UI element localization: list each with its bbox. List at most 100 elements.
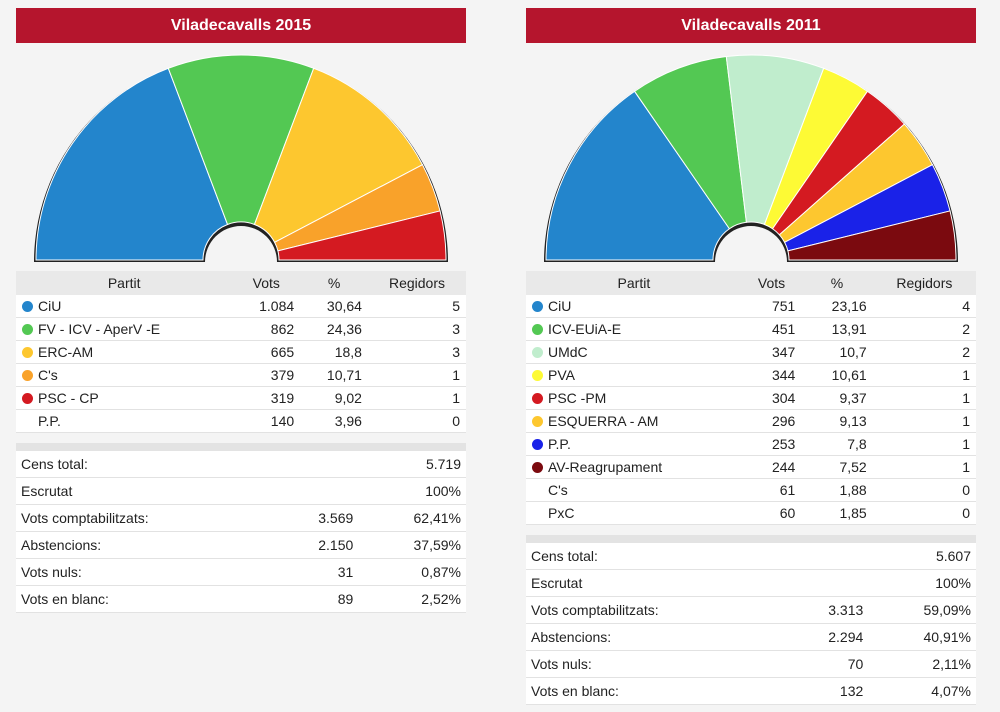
summary-percent: 2,52% [358, 585, 466, 613]
seat-segment [35, 67, 229, 261]
votes-cell: 347 [741, 340, 802, 364]
percent-cell: 7,8 [801, 432, 873, 456]
legend-color-dot [532, 370, 543, 381]
votes-cell: 253 [741, 432, 802, 456]
party-row: C's 61 1,88 0 [526, 478, 976, 502]
party-name: PVA [548, 367, 575, 383]
legend-color-dot [532, 347, 543, 358]
party-row: AV-Reagrupament 244 7,52 1 [526, 455, 976, 479]
legend-color-dot [532, 485, 543, 496]
party-row: FV - ICV - AperV -E 862 24,36 3 [16, 317, 466, 341]
section-divider [526, 535, 976, 543]
summary-label: Cens total: [16, 451, 274, 478]
summary-value: 3.569 [273, 504, 359, 532]
summary-row: Vots en blanc: 132 4,07% [526, 677, 976, 705]
votes-cell: 304 [741, 386, 802, 410]
party-cell: PxC [526, 501, 742, 525]
table-header-row: Partit Vots % Regidors [16, 271, 466, 295]
party-row: PSC -PM 304 9,37 1 [526, 386, 976, 410]
seat-segment [167, 54, 315, 226]
party-name: C's [38, 367, 58, 383]
seats-cell: 4 [872, 295, 976, 318]
turnout-summary-table: Cens total: 5.719 Escrutat 100% Vots comptab… [16, 451, 466, 613]
party-cell: AV-Reagrupament [526, 455, 742, 479]
party-row: PSC - CP 319 9,02 1 [16, 386, 466, 410]
votes-cell: 60 [741, 501, 802, 525]
seats-cell: 2 [872, 340, 976, 364]
votes-cell: 665 [232, 340, 301, 364]
summary-label: Vots en blanc: [16, 585, 274, 613]
party-name: PxC [548, 505, 575, 521]
party-results-table: Partit Vots % Regidors CiU 1.084 30,64 5 FV … [16, 271, 466, 433]
seat-segment [787, 210, 957, 261]
summary-label: Cens total: [526, 543, 784, 570]
party-name: PSC -PM [548, 390, 607, 406]
column-header-percent: % [801, 271, 873, 295]
summary-row: Vots comptabilitzats: 3.313 59,09% [526, 596, 976, 624]
chart-title: Viladecavalls 2011 [526, 8, 976, 43]
seats-cell: 2 [872, 317, 976, 341]
percent-cell: 18,8 [300, 340, 368, 364]
seat-segment [253, 67, 424, 244]
party-name: C's [548, 482, 568, 498]
summary-label: Escrutat [526, 569, 784, 597]
summary-value: 3.313 [783, 596, 869, 624]
party-cell: CiU [526, 295, 742, 318]
column-header-votes: Vots [232, 271, 301, 295]
percent-cell: 10,61 [801, 363, 873, 387]
summary-value [273, 477, 359, 505]
party-results-table: Partit Vots % Regidors CiU 751 23,16 4 ICV-E… [526, 271, 976, 525]
summary-label: Vots nuls: [16, 558, 274, 586]
summary-row: Escrutat 100% [16, 477, 466, 505]
party-cell: FV - ICV - AperV -E [16, 317, 233, 341]
summary-percent: 37,59% [358, 531, 466, 559]
party-row: CiU 1.084 30,64 5 [16, 295, 466, 318]
legend-color-dot [532, 508, 543, 519]
party-cell: CiU [16, 295, 233, 318]
summary-percent: 62,41% [358, 504, 466, 532]
summary-percent: 100% [868, 569, 976, 597]
votes-cell: 244 [741, 455, 802, 479]
percent-cell: 10,71 [300, 363, 368, 387]
summary-value [783, 569, 869, 597]
summary-percent: 5.607 [868, 543, 976, 570]
summary-value [783, 543, 869, 570]
summary-value: 31 [273, 558, 359, 586]
summary-row: Abstencions: 2.294 40,91% [526, 623, 976, 651]
summary-value: 70 [783, 650, 869, 678]
party-row: ESQUERRA - AM 296 9,13 1 [526, 409, 976, 433]
summary-label: Escrutat [16, 477, 274, 505]
summary-value: 2.294 [783, 623, 869, 651]
legend-color-dot [22, 324, 33, 335]
summary-label: Vots nuls: [526, 650, 784, 678]
votes-cell: 319 [232, 386, 301, 410]
seat-hemicycle-chart [34, 54, 448, 262]
party-row: ICV-EUiA-E 451 13,91 2 [526, 317, 976, 341]
summary-value: 2.150 [273, 531, 359, 559]
election-panel-2015: Viladecavalls 2015 Partit Vots % Regidor… [16, 8, 466, 613]
votes-cell: 379 [232, 363, 301, 387]
seats-cell: 0 [367, 409, 466, 433]
summary-label: Vots en blanc: [526, 677, 784, 705]
seat-segment [277, 210, 447, 261]
party-name: ICV-EUiA-E [548, 321, 622, 337]
party-cell: ERC-AM [16, 340, 233, 364]
legend-color-dot [532, 393, 543, 404]
summary-value: 132 [783, 677, 869, 705]
party-name: UMdC [548, 344, 588, 360]
party-name: ERC-AM [38, 344, 94, 360]
votes-cell: 862 [232, 317, 301, 341]
party-cell: P.P. [16, 409, 233, 433]
seat-segment [545, 90, 731, 261]
column-header-seats: Regidors [367, 271, 466, 295]
seats-cell: 3 [367, 317, 466, 341]
party-cell: C's [16, 363, 233, 387]
percent-cell: 9,13 [801, 409, 873, 433]
party-name: CiU [38, 298, 62, 314]
seats-cell: 1 [872, 386, 976, 410]
summary-value [273, 451, 359, 478]
party-name: ESQUERRA - AM [548, 413, 659, 429]
percent-cell: 13,91 [801, 317, 873, 341]
votes-cell: 140 [232, 409, 301, 433]
summary-row: Vots nuls: 31 0,87% [16, 558, 466, 586]
